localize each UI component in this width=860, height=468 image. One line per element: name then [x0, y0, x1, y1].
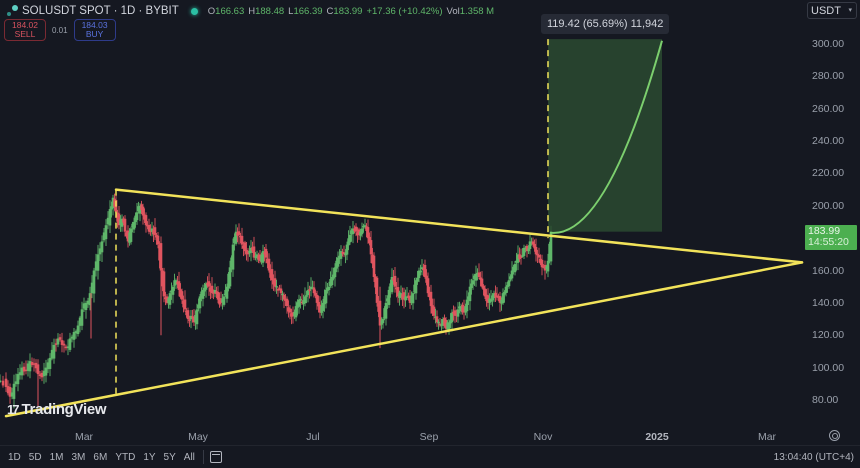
tradingview-logo[interactable]: 17 TradingView: [7, 401, 107, 418]
currency-selected: USDT: [811, 4, 841, 17]
range-button-6m[interactable]: 6M: [93, 451, 108, 463]
price-tick-label: 280.00: [812, 70, 845, 83]
toolbar-divider: [202, 450, 204, 464]
solana-logo-icon: [6, 5, 18, 17]
time-tick-label: Nov: [533, 431, 553, 443]
high-value: 188.48: [255, 5, 285, 17]
ohlc-legend: O166.63 H188.48 L166.39 C183.99 +17.36 (…: [208, 6, 494, 17]
bar-countdown: 14:55:20: [808, 236, 849, 248]
last-price-tag: 183.99 14:55:20: [805, 225, 857, 250]
open-label: O: [207, 5, 216, 17]
price-tick-label: 300.00: [812, 38, 845, 50]
price-tick-label: 240.00: [812, 135, 845, 148]
range-button-ytd[interactable]: YTD: [115, 451, 136, 463]
time-tick-label: Mar: [757, 431, 777, 443]
volume-label: Vol: [446, 5, 460, 17]
range-button-3m[interactable]: 3M: [71, 451, 86, 463]
close-value: 183.99: [333, 5, 363, 17]
candlestick-series: [0, 190, 553, 409]
range-button-1d[interactable]: 1D: [8, 451, 21, 463]
date-range-buttons: 1D 5D 1M 3M 6M YTD 1Y 5Y All: [0, 452, 195, 463]
open-value: 166.63: [215, 5, 245, 17]
range-button-all[interactable]: All: [183, 451, 195, 463]
range-button-1y[interactable]: 1Y: [143, 451, 156, 463]
sell-label: SELL: [14, 29, 36, 39]
buy-button[interactable]: 184.03 BUY: [73, 19, 116, 41]
price-tick-label: 100.00: [812, 361, 845, 374]
price-tick-label: 160.00: [812, 264, 845, 277]
price-tick-label: 200.00: [812, 199, 845, 212]
axis-settings-gear-icon[interactable]: [829, 430, 840, 441]
measure-tooltip: 119.42 (65.69%) 11,942: [541, 14, 670, 34]
change-value: +17.36 (+10.42%): [366, 5, 443, 17]
time-tick-label: Jul: [306, 431, 320, 443]
low-label: L: [288, 5, 294, 17]
last-price-value: 183.99: [808, 225, 841, 237]
low-value: 166.39: [293, 5, 323, 17]
sell-price: 184.02: [12, 20, 38, 30]
symbol-title[interactable]: SOLUSDT SPOT · 1D · BYBIT: [22, 5, 179, 17]
range-button-5y[interactable]: 5Y: [163, 451, 176, 463]
time-tick-label: 2025: [645, 431, 669, 443]
currency-dropdown[interactable]: USDT ▾: [807, 2, 857, 19]
price-tick-label: 220.00: [812, 167, 845, 180]
time-tick-label: Mar: [74, 431, 94, 443]
time-tick-label: May: [188, 431, 208, 443]
go-to-date-calendar-icon[interactable]: [209, 451, 222, 463]
time-tick-label: Sep: [419, 431, 439, 443]
drawings-layer: [4, 39, 804, 418]
price-tick-label: 140.00: [812, 296, 845, 309]
price-tick-label: 260.00: [812, 102, 845, 115]
tradingview-logo-icon: 17: [7, 402, 20, 417]
price-tick-label: 120.00: [812, 329, 845, 342]
spread-value: 0.01: [52, 25, 68, 35]
volume-value: 1.358 M: [459, 5, 495, 17]
buy-label: BUY: [85, 29, 104, 39]
price-tick-label: 80.00: [812, 393, 839, 406]
buy-price: 184.03: [81, 20, 108, 30]
range-button-1m[interactable]: 1M: [49, 451, 64, 463]
range-button-5d[interactable]: 5D: [28, 451, 42, 463]
quick-trade-panel: 184.02 SELL 0.01 184.03 BUY: [4, 19, 116, 41]
sell-button[interactable]: 184.02 SELL: [4, 19, 46, 41]
bottom-toolbar: 1D 5D 1M 3M 6M YTD 1Y 5Y All 13:04:40 (UTC+4): [0, 445, 860, 468]
high-label: H: [248, 5, 256, 17]
close-label: C: [326, 5, 334, 17]
chevron-down-icon: ▾: [848, 7, 852, 14]
timezone-clock[interactable]: 13:04:40 (UTC+4): [773, 451, 854, 463]
chart-header: SOLUSDT SPOT · 1D · BYBIT O166.63 H188.4…: [6, 3, 494, 19]
market-open-status-icon: [190, 7, 198, 15]
brand-name: TradingView: [21, 401, 107, 418]
